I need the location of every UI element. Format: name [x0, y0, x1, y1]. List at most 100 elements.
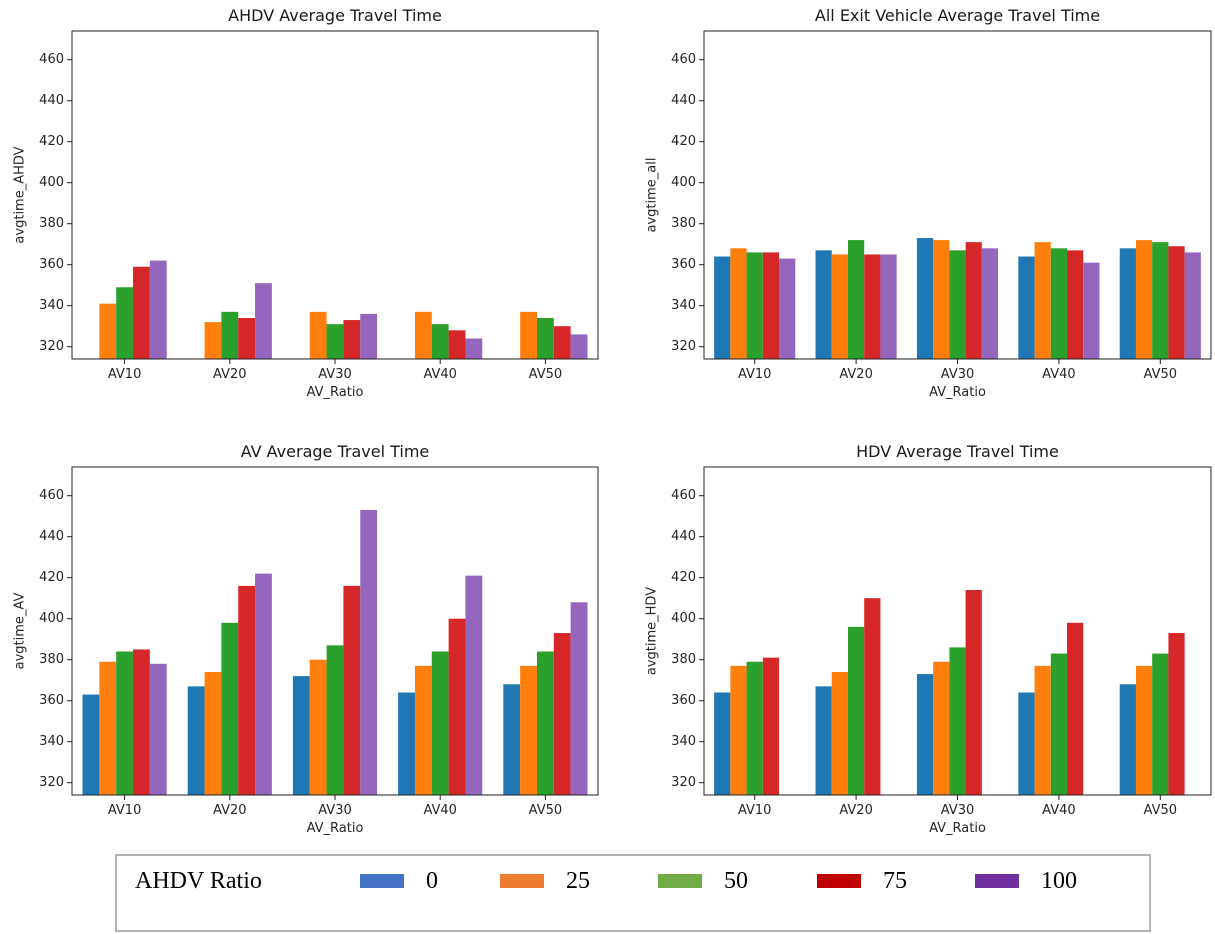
legend-label-25: 25	[566, 868, 590, 894]
x-tick-label: AV20	[213, 803, 247, 818]
bar-AV10-series-75	[762, 252, 780, 359]
x-tick-label: AV30	[941, 367, 975, 382]
bar-AV20-series-75	[864, 254, 881, 359]
bar-AV50-series-50	[1152, 653, 1169, 795]
x-tick-label: AV50	[529, 367, 563, 382]
y-tick-label: 460	[671, 488, 696, 503]
bar-AV40-series-100	[1083, 262, 1100, 359]
bar-AV20-series-25	[204, 672, 222, 795]
y-tick-label: 360	[671, 693, 696, 708]
bar-AV40-series-25	[1034, 242, 1051, 359]
bar-AV30-series-50	[326, 645, 344, 795]
bar-AV30-series-75	[343, 320, 361, 359]
legend-swatch-100	[975, 874, 1019, 888]
x-tick-label: AV10	[108, 803, 142, 818]
y-tick-label: 400	[39, 175, 64, 190]
bar-AV40-series-75	[1067, 250, 1084, 359]
y-tick-label: 400	[671, 175, 696, 190]
bar-AV20-series-50	[221, 311, 239, 359]
x-tick-label: AV20	[839, 367, 873, 382]
bar-AV10-series-0	[82, 694, 100, 795]
y-tick-label: 340	[671, 734, 696, 749]
bar-AV40-series-50	[1050, 248, 1068, 359]
legend-swatch-0	[360, 874, 404, 888]
chart-panel-1: 320 340 360 380 400 420 440 460 AV10 AV20 AV30 AV40…	[13, 6, 599, 400]
y-tick-label: 320	[671, 775, 696, 790]
x-tick-label: AV50	[529, 803, 563, 818]
bar-AV20-series-50	[221, 622, 239, 795]
bar-AV40-series-75	[448, 330, 466, 359]
y-tick-label: 340	[671, 298, 696, 313]
bar-AV50-series-50	[536, 651, 554, 795]
chart-title: HDV Average Travel Time	[856, 442, 1059, 461]
bar-AV30-series-50	[949, 250, 966, 359]
legend-label-100: 100	[1041, 868, 1077, 894]
bar-AV40-series-25	[414, 311, 432, 359]
y-tick-label: 420	[39, 134, 64, 149]
y-tick-label: 320	[671, 339, 696, 354]
bar-AV30-series-50	[949, 647, 966, 795]
y-tick-label: 340	[39, 298, 64, 313]
bar-AV50-series-75	[553, 633, 571, 795]
bar-AV10-series-75	[762, 657, 780, 795]
y-axis-label: avgtime_HDV	[645, 587, 660, 675]
bar-AV50-series-75	[1168, 633, 1185, 795]
x-axis-label: AV_Ratio	[929, 385, 986, 400]
bar-AV50-series-25	[1135, 665, 1153, 795]
bar-AV10-series-100	[149, 260, 167, 359]
bar-AV30-series-25	[933, 661, 950, 795]
bar-AV30-series-100	[360, 510, 378, 795]
bar-AV50-series-25	[520, 311, 537, 359]
bar-AV50-series-100	[1184, 252, 1201, 359]
bar-AV10-series-50	[116, 651, 134, 795]
bar-AV40-series-75	[448, 618, 466, 795]
y-tick-label: 400	[671, 611, 696, 626]
x-tick-label: AV40	[423, 803, 457, 818]
bar-AV40-series-100	[465, 338, 483, 359]
bar-AV40-series-50	[431, 651, 449, 795]
bar-AV30-series-0	[916, 238, 934, 359]
x-axis-label: AV_Ratio	[307, 385, 364, 400]
y-tick-label: 360	[39, 257, 64, 272]
bar-AV10-series-25	[99, 303, 117, 359]
x-tick-label: AV40	[1042, 803, 1076, 818]
bar-AV30-series-100	[360, 313, 378, 359]
bar-AV20-series-0	[187, 686, 205, 795]
bar-AV40-series-0	[398, 692, 415, 795]
bar-AV30-series-100	[981, 248, 999, 359]
bar-AV40-series-75	[1067, 622, 1084, 795]
x-tick-label: AV30	[318, 367, 352, 382]
chart-panel-2: 320 340 360 380 400 420 440 460 AV10 AV20 AV30 AV40…	[645, 6, 1212, 400]
legend-label-0: 0	[426, 868, 438, 894]
bar-AV30-series-75	[965, 590, 982, 795]
bar-AV30-series-25	[309, 311, 327, 359]
bar-AV10-series-0	[714, 256, 731, 359]
bar-AV10-series-50	[746, 661, 763, 795]
y-tick-label: 380	[39, 652, 64, 667]
y-tick-label: 380	[671, 216, 696, 231]
bar-AV20-series-0	[815, 686, 832, 795]
bar-AV10-series-25	[730, 248, 747, 359]
x-tick-label: AV10	[738, 803, 772, 818]
bar-AV50-series-0	[503, 684, 521, 795]
y-tick-label: 440	[39, 93, 64, 108]
y-axis-label: avgtime_AV	[13, 593, 28, 670]
y-tick-label: 360	[671, 257, 696, 272]
chart-title: AHDV Average Travel Time	[228, 6, 442, 25]
y-tick-label: 380	[39, 216, 64, 231]
x-tick-label: AV50	[1144, 367, 1178, 382]
y-tick-label: 440	[671, 93, 696, 108]
bar-AV10-series-25	[730, 665, 747, 795]
bar-AV20-series-50	[847, 240, 865, 359]
bar-AV50-series-50	[536, 318, 554, 359]
legend-title: AHDV Ratio	[135, 868, 262, 894]
y-tick-label: 320	[39, 339, 64, 354]
y-tick-label: 420	[671, 134, 696, 149]
bar-AV40-series-25	[1034, 665, 1051, 795]
chart-title: All Exit Vehicle Average Travel Time	[815, 6, 1100, 25]
x-tick-label: AV20	[839, 803, 873, 818]
bar-AV50-series-100	[570, 334, 588, 359]
x-axis-label: AV_Ratio	[307, 821, 364, 836]
x-tick-label: AV40	[423, 367, 457, 382]
